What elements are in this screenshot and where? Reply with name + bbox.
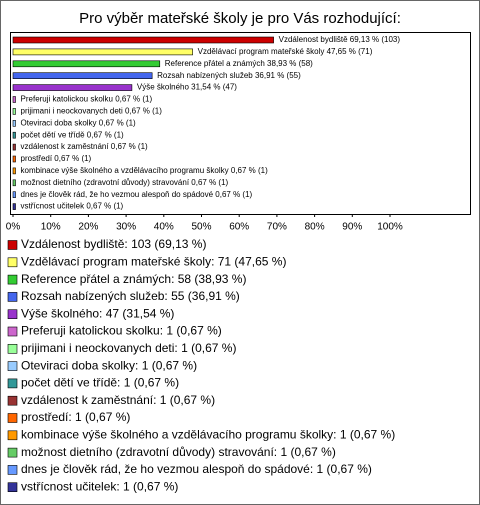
- bar-label: Oteviraci doba skolky 0,67 % (1): [21, 118, 136, 127]
- x-tick-label: 10%: [41, 222, 61, 233]
- legend-label: Reference přátel a známých: 58 (38,93 %): [21, 272, 246, 286]
- legend-swatch: [7, 482, 18, 493]
- bar: [12, 84, 133, 91]
- bar: [12, 131, 16, 139]
- bar-label: Preferuji katolickou skolku 0,67 % (1): [21, 95, 153, 104]
- legend-swatch: [7, 326, 18, 337]
- legend-label: Vzdálenost bydliště: 103 (69,13 %): [21, 237, 206, 251]
- x-tick-label: 100%: [377, 222, 403, 233]
- legend-label: kombinace výše školného a vzdělávacího p…: [21, 427, 395, 441]
- legend-swatch: [7, 309, 18, 320]
- legend-swatch: [7, 361, 18, 371]
- legend-swatch: [7, 447, 18, 458]
- legend-label: Výše školného: 47 (31,54 %): [21, 306, 174, 320]
- bar: [12, 108, 16, 115]
- x-tick-label: 0%: [6, 222, 21, 233]
- bar-label: kombinace výše školného a vzdělávacího p…: [21, 166, 269, 175]
- legend-label: počet dětí ve třídě: 1 (0,67 %): [21, 376, 179, 390]
- legend-label: vzdálenost k zaměstnání: 1 (0,67 %): [21, 393, 215, 407]
- bar: [12, 203, 16, 210]
- bar: [12, 143, 16, 151]
- legend-label: Vzdělávací program mateřské školy: 71 (4…: [21, 254, 286, 268]
- bar-label: dnes je člověk rád, že ho vezmou alespoň…: [21, 190, 253, 199]
- x-tick-label: 90%: [342, 222, 362, 233]
- legend-swatch: [7, 465, 18, 475]
- bar: [12, 179, 16, 187]
- bar-label: počet dětí ve třídě 0,67 % (1): [21, 130, 125, 139]
- bar-label: prijimani i neockovanych deti 0,67 % (1): [21, 107, 163, 116]
- legend-swatch: [7, 240, 18, 250]
- bar-label: Reference přátel a známých 38,93 % (58): [165, 59, 313, 68]
- legend-label: možnost dietního (zdravotní důvody) stra…: [21, 445, 336, 459]
- bar: [12, 96, 16, 103]
- bar: [12, 72, 153, 79]
- x-tick-label: 50%: [191, 222, 211, 233]
- legend-swatch: [7, 395, 18, 406]
- chart-title: Pro výběr mateřské školy je pro Vás rozh…: [79, 10, 401, 27]
- plot-border: [10, 32, 471, 215]
- bar: [12, 60, 161, 68]
- bar-label: prostředí 0,67 % (1): [21, 154, 92, 163]
- legend-label: dnes je člověk rád, že ho vezmou alespoň…: [21, 462, 372, 476]
- bar-label: Vzdálenost bydliště 69,13 % (103): [279, 35, 401, 44]
- bar: [12, 191, 16, 198]
- bar: [12, 155, 16, 163]
- x-tick-label: 80%: [305, 222, 325, 233]
- bar: [12, 120, 16, 127]
- bar-label: možnost dietního (zdravotní důvody) stra…: [21, 178, 229, 187]
- legend-swatch: [7, 343, 18, 354]
- bar-label: Rozsah nabízených služeb 36,91 % (55): [157, 71, 301, 80]
- x-tick-label: 40%: [154, 222, 174, 233]
- bar: [12, 167, 16, 175]
- x-tick-label: 20%: [78, 222, 98, 233]
- legend-label: Preferuji katolickou skolku: 1 (0,67 %): [21, 324, 222, 338]
- legend-swatch: [7, 292, 18, 302]
- legend-swatch: [7, 413, 18, 423]
- legend-swatch: [7, 430, 18, 441]
- legend-label: prijimani i neockovanych deti: 1 (0,67 %…: [21, 341, 236, 355]
- bar: [12, 48, 193, 56]
- legend-label: Oteviraci doba skolky: 1 (0,67 %): [21, 358, 197, 372]
- x-tick-label: 70%: [267, 222, 287, 233]
- bar-label: Výše školného 31,54 % (47): [137, 83, 237, 92]
- legend-swatch: [7, 378, 18, 389]
- legend-swatch: [7, 257, 18, 268]
- x-tick-label: 60%: [229, 222, 249, 233]
- bar-label: vstřícnost učitelek 0,67 % (1): [21, 202, 124, 211]
- legend-label: vstřícnost učitelek: 1 (0,67 %): [21, 479, 178, 493]
- x-tick-label: 30%: [116, 222, 136, 233]
- legend-label: prostředí: 1 (0,67 %): [21, 410, 130, 424]
- bar-label: vzdálenost k zaměstnání 0,67 % (1): [21, 142, 149, 151]
- bar-label: Vzdělávací program mateřské školy 47,65 …: [198, 47, 373, 56]
- legend-swatch: [7, 274, 18, 285]
- legend-label: Rozsah nabízených služeb: 55 (36,91 %): [21, 289, 240, 303]
- bar: [12, 36, 274, 44]
